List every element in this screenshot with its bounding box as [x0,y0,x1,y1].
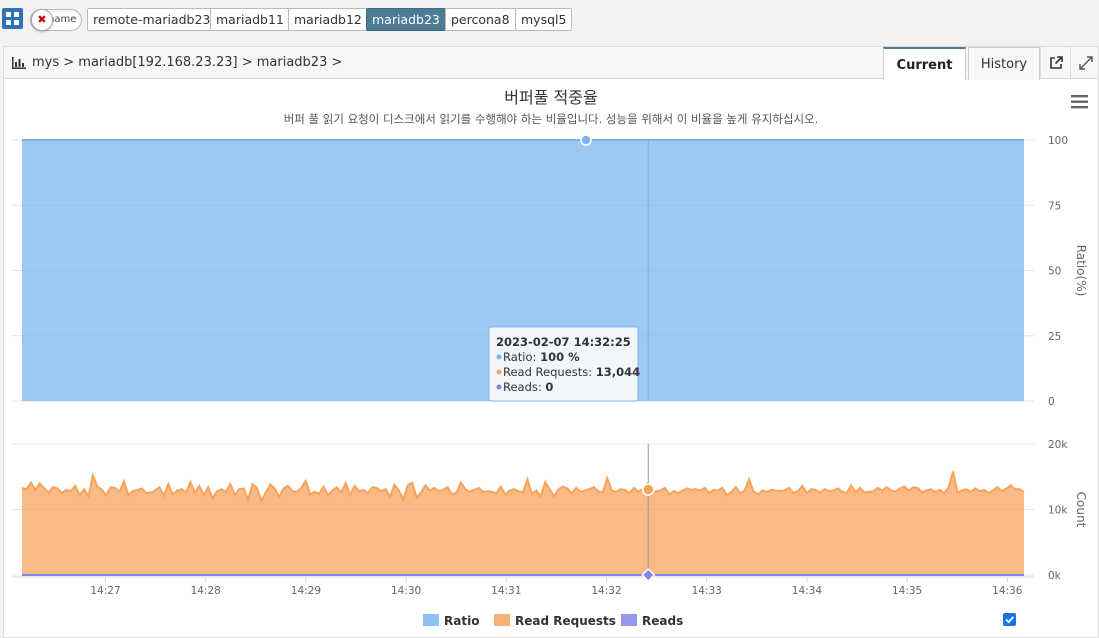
x-tick-label: 14:27 [90,585,120,597]
hamburger-icon [1071,95,1088,109]
tooltip-row: Read Requests: 13,044 [503,365,640,379]
x-tick-label: 14:31 [491,585,521,597]
legend-toggle-checkbox[interactable] [1003,613,1016,626]
chart-subtitle: 버퍼 풀 읽기 요청이 디스크에서 읽기를 수행해야 하는 비율입니다. 성능을… [284,112,819,126]
y-tick-label: 50 [1048,266,1061,278]
chart-menu-button[interactable] [1066,90,1092,114]
read-requests-area [22,471,1024,575]
legend-swatch [423,614,439,626]
check-icon [1005,616,1015,624]
x-tick-label: 14:29 [291,585,321,597]
tooltip-row: Ratio: 100 % [503,350,580,364]
y-tick-label: 10k [1048,505,1068,517]
read-requests-marker [642,483,655,496]
expand-icon [1078,56,1093,70]
tooltip-dot [496,384,502,390]
legend-label: Ratio [444,614,479,628]
instance-tag-mariadb12[interactable]: mariadb12 [288,8,368,31]
grid-icon [6,12,11,17]
tooltip-dot [496,354,502,360]
tooltip-dot [496,369,502,375]
y-tick-label: 20k [1048,439,1068,451]
y-axis-label: Count [1074,492,1088,528]
legend-label: Reads [642,614,683,628]
y-tick-label: 0 [1048,396,1055,408]
tab-current[interactable]: Current [883,47,966,80]
legend-item-read-requests[interactable]: Read Requests [494,614,616,628]
instance-bar: ✖ name remote-mariadb23 mariadb11 mariad… [0,0,1099,40]
instance-tag-mariadb11[interactable]: mariadb11 [210,8,290,31]
legend-item-reads[interactable]: Reads [621,614,683,628]
chart-title: 버퍼풀 적중율 [504,88,597,107]
read-requests-line [21,471,1025,504]
y-tick-label: 75 [1048,200,1061,212]
name-toggle-label: name [48,14,77,25]
x-tick-label: 14:36 [992,585,1023,597]
legend-swatch [494,614,510,626]
x-tick-label: 14:28 [191,585,221,597]
legend-item-ratio[interactable]: Ratio [423,614,479,628]
x-tick-label: 14:33 [692,585,722,597]
external-link-icon [1049,56,1063,69]
panel-header: mys > mariadb[192.168.23.23] > mariadb23… [4,47,1099,80]
ratio-area [22,140,1024,401]
breadcrumb-text: mys > mariadb[192.168.23.23] > mariadb23… [32,55,343,70]
tooltip-time: 2023-02-07 14:32:25 [496,335,631,349]
y-tick-label: 25 [1048,331,1061,343]
y-axis-label: Ratio(%) [1074,245,1088,297]
x-tick-label: 14:30 [391,585,421,597]
tooltip-row: Reads: 0 [503,380,553,394]
instance-tag-remote-mariadb23[interactable]: remote-mariadb23 [87,8,217,31]
close-icon: ✖ [31,9,53,31]
y-tick-label: 100 [1048,135,1068,147]
instance-tag-mysql5[interactable]: mysql5 [515,8,573,31]
x-tick-label: 14:32 [591,585,621,597]
x-tick-label: 14:34 [792,585,823,597]
name-toggle[interactable]: ✖ name [30,9,82,31]
reads-marker [641,567,656,583]
grid-menu-button[interactable] [2,8,23,29]
legend-swatch [621,614,637,626]
x-tick-label: 14:35 [892,585,922,597]
external-link-button[interactable] [1040,47,1070,79]
ratio-marker [580,134,592,146]
fullscreen-button[interactable] [1070,47,1099,79]
y-tick-label: 0k [1048,570,1062,582]
bar-chart-icon [12,56,26,69]
legend-label: Read Requests [515,614,616,628]
tab-history[interactable]: History [968,47,1040,80]
tooltip-box [488,326,639,402]
breadcrumb: mys > mariadb[192.168.23.23] > mariadb23… [12,47,342,79]
